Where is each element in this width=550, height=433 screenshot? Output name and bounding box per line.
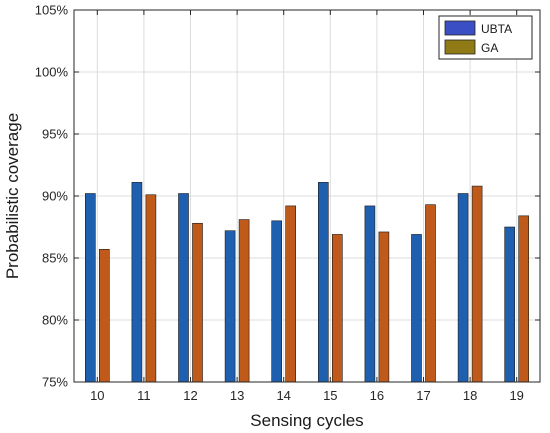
x-tick-label: 10 [90, 388, 104, 403]
x-axis-label: Sensing cycles [250, 411, 363, 430]
x-tick-label: 14 [276, 388, 290, 403]
y-tick-label: 85% [42, 251, 68, 266]
bar-ubta-17 [411, 234, 422, 383]
y-axis-ticks: 75% 80% 85% 90% 95% 100% 105% [35, 3, 540, 390]
x-axis-ticks: 10 11 12 13 14 15 16 17 18 19 [90, 10, 524, 403]
legend-label-ubta: UBTA [481, 22, 512, 36]
bar-ga-11 [145, 194, 157, 383]
y-tick-label: 90% [42, 189, 68, 204]
bar-ga-16 [378, 231, 390, 383]
y-tick-label: 100% [35, 65, 69, 80]
y-tick-label: 75% [42, 375, 68, 390]
bar-ubta-11 [131, 182, 143, 383]
y-tick-label: 105% [35, 3, 69, 18]
legend-swatch-ga [444, 39, 476, 55]
bar-ubta-10 [85, 193, 96, 383]
legend-swatch-ubta [444, 20, 476, 36]
y-tick-label: 95% [42, 127, 68, 142]
bar-ga-14 [285, 205, 297, 383]
bar-ga-19 [518, 215, 530, 383]
x-tick-label: 19 [509, 388, 523, 403]
x-tick-label: 18 [463, 388, 477, 403]
x-tick-label: 11 [137, 388, 151, 403]
bar-ga-13 [238, 219, 250, 383]
bar-ga-18 [471, 185, 483, 383]
bar-ga-10 [99, 249, 110, 383]
bar-ubta-14 [271, 220, 283, 383]
x-tick-label: 13 [230, 388, 244, 403]
legend-label-ga: GA [481, 41, 498, 55]
y-tick-label: 80% [42, 313, 68, 328]
legend: UBTA GA [438, 15, 533, 60]
bar-ga-17 [425, 204, 436, 383]
bar-ga-12 [192, 222, 203, 383]
bar-ubta-19 [504, 226, 516, 383]
x-tick-label: 16 [370, 388, 384, 403]
bar-ubta-12 [178, 193, 189, 383]
x-tick-label: 12 [183, 388, 197, 403]
bar-ubta-16 [364, 205, 376, 383]
bars [85, 182, 530, 383]
y-axis-label: Probabilistic coverage [3, 113, 22, 279]
bar-ubta-15 [317, 182, 329, 383]
x-tick-label: 17 [416, 388, 430, 403]
bar-ubta-18 [457, 193, 469, 383]
bar-ubta-13 [224, 230, 236, 383]
bar-ga-15 [331, 234, 343, 383]
x-tick-label: 15 [323, 388, 337, 403]
